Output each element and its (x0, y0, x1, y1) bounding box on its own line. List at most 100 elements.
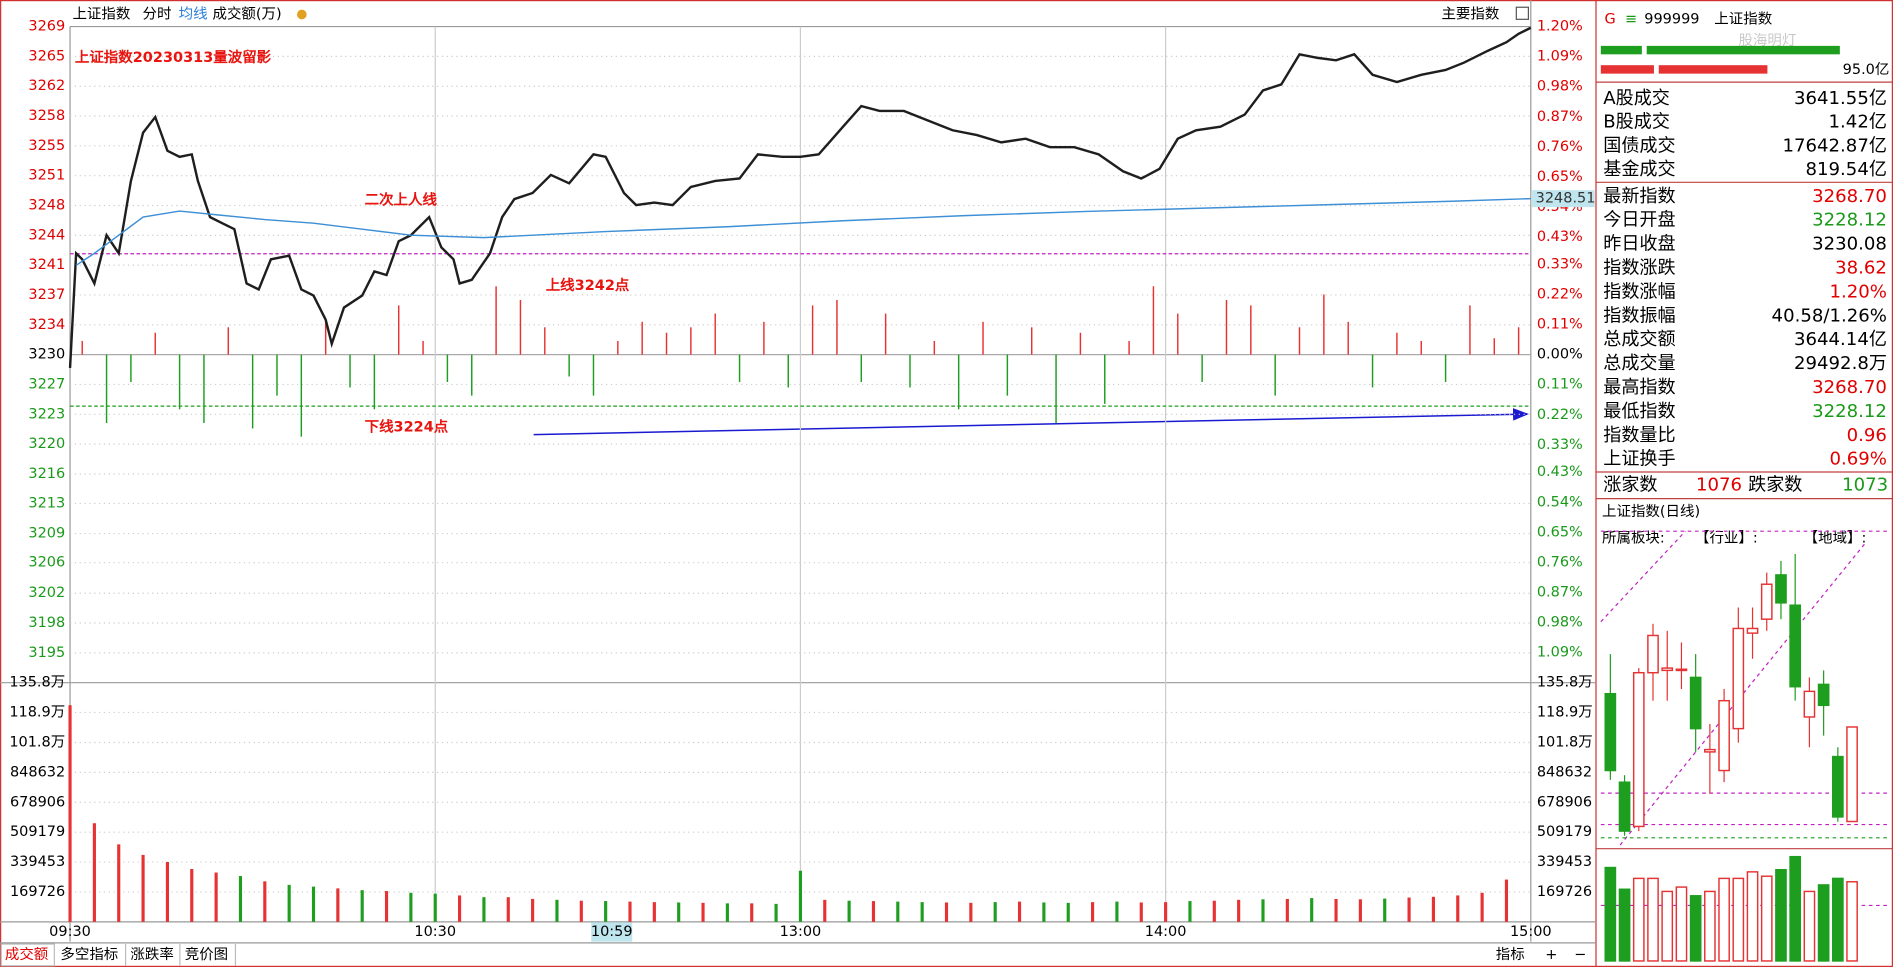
toolbar-item[interactable]: 均线 (179, 5, 208, 22)
toolbar-icon[interactable] (297, 9, 307, 20)
y2-tick-label: 0.43% (1537, 229, 1583, 245)
volume-bar (823, 899, 827, 922)
tool[interactable]: − (1574, 947, 1586, 963)
daily-title: 上证指数(日线) (1602, 503, 1700, 520)
row-label: A股成交 (1603, 88, 1670, 109)
daily-volume-bar (1718, 877, 1730, 962)
tab[interactable]: 成交额 (5, 945, 49, 963)
volume-bar (1237, 899, 1241, 922)
tab-active[interactable] (0, 943, 55, 967)
row-label: 最高指数 (1603, 377, 1675, 398)
y-tick-label: 118.9万 (9, 704, 65, 720)
volume-bar (847, 900, 851, 922)
advance-label: 涨家数 (1603, 474, 1657, 495)
toolbar-item[interactable]: 成交额(万) (212, 4, 281, 22)
candle-body (1618, 781, 1631, 832)
row-value: 3228.12 (1812, 210, 1887, 231)
sector-label: 所属板块: (1602, 528, 1665, 546)
volume-bar (68, 705, 72, 922)
tab[interactable]: 竞价图 (185, 945, 228, 963)
toolbar-item[interactable]: 分时 (142, 5, 171, 22)
row-value: 38.62 (1835, 257, 1887, 278)
row-value: 3228.12 (1812, 401, 1887, 422)
volume-bar (1164, 902, 1168, 922)
daily-volume-bar (1789, 855, 1802, 962)
price-line (68, 26, 1532, 368)
volume-bar (725, 903, 729, 922)
average-line (75, 197, 1531, 266)
y-tick-label: 678906 (10, 794, 65, 810)
y-tick-label: 3241 (28, 257, 65, 273)
volume-bar (117, 844, 121, 922)
y2-tick-label: 0.98% (1537, 615, 1583, 631)
tool[interactable]: + (1545, 947, 1557, 963)
volume-bar (1504, 879, 1509, 922)
y-tick-label: 3269 (28, 19, 65, 35)
row-value: 3230.08 (1812, 234, 1887, 255)
toolbar-item[interactable]: 上证指数 (72, 5, 130, 22)
daily-volume-bar (1746, 871, 1759, 962)
y2-tick-label: 0.76% (1537, 139, 1583, 155)
row-label: B股成交 (1603, 112, 1670, 133)
volume-bar (871, 901, 876, 922)
row-label: 基金成交 (1603, 159, 1675, 180)
x-tick-label: 13:00 (780, 924, 822, 940)
last-value-label: 3248.51 (1536, 191, 1596, 207)
y-tick-label: 3223 (28, 406, 65, 422)
candle-body (1789, 604, 1802, 688)
y-tick-label: 3195 (28, 645, 65, 661)
volume-bar (1066, 902, 1070, 922)
volume-bar (944, 902, 949, 922)
volume-bar (1480, 892, 1484, 922)
volume-bar (1383, 898, 1387, 922)
candle-body (1647, 634, 1659, 674)
y2-tick-label: 0.00% (1537, 347, 1583, 363)
y2-tick-label: 0.11% (1537, 377, 1583, 393)
volume-bar (190, 869, 194, 922)
volume-bar (993, 902, 997, 922)
volume-bar (214, 872, 218, 922)
candle-body (1718, 699, 1730, 772)
y2-tick-label: 101.8万 (1537, 734, 1593, 750)
row-value: 3268.70 (1812, 186, 1887, 207)
y2-tick-label: 169726 (1537, 884, 1592, 900)
candle-body (1846, 726, 1858, 823)
toggle-icon[interactable] (1515, 6, 1529, 20)
tab[interactable]: 多空指标 (60, 946, 118, 963)
row-label: 总成交量 (1603, 353, 1675, 374)
row-value: 819.54亿 (1806, 159, 1887, 180)
row-label: 指数振幅 (1603, 305, 1675, 326)
volume-ratio-bar (1658, 65, 1768, 74)
y2-tick-label: 0.33% (1537, 437, 1583, 453)
y2-tick-label: 0.43% (1537, 464, 1583, 480)
main-index-button[interactable]: 主要指数 (1441, 5, 1499, 22)
candle-body (1675, 668, 1688, 672)
y-tick-label: 3265 (28, 48, 65, 64)
last-value-box (1532, 190, 1595, 208)
volume-bar (774, 903, 778, 922)
row-value: 29492.8万 (1794, 353, 1887, 374)
volume-ratio-bar (1600, 45, 1642, 55)
volume-bar (141, 854, 145, 922)
amount: 95.0亿 (1843, 61, 1890, 78)
tool[interactable]: 指标 (1496, 946, 1525, 963)
menu-icon[interactable]: ≡ (1625, 11, 1637, 27)
volume-bar (1188, 901, 1192, 922)
row-value: 1.42亿 (1829, 112, 1887, 133)
tab[interactable]: 涨跌率 (130, 946, 173, 963)
daily-guide (1600, 530, 1686, 623)
row-value: 3641.55亿 (1794, 88, 1887, 109)
row-label: 最低指数 (1603, 401, 1675, 422)
y-tick-label: 3227 (28, 376, 65, 392)
row-label: 上证换手 (1603, 449, 1675, 470)
volume-bar (1017, 901, 1022, 922)
y2-tick-label: 0.33% (1537, 256, 1583, 272)
row-value: 1.20% (1829, 281, 1886, 302)
volume-bar (360, 890, 364, 922)
volume-bar (628, 901, 632, 922)
daily-volume-bar (1760, 875, 1773, 962)
volume-bar (1310, 898, 1314, 922)
candle-body (1803, 690, 1816, 718)
volume-bar (1456, 895, 1460, 922)
